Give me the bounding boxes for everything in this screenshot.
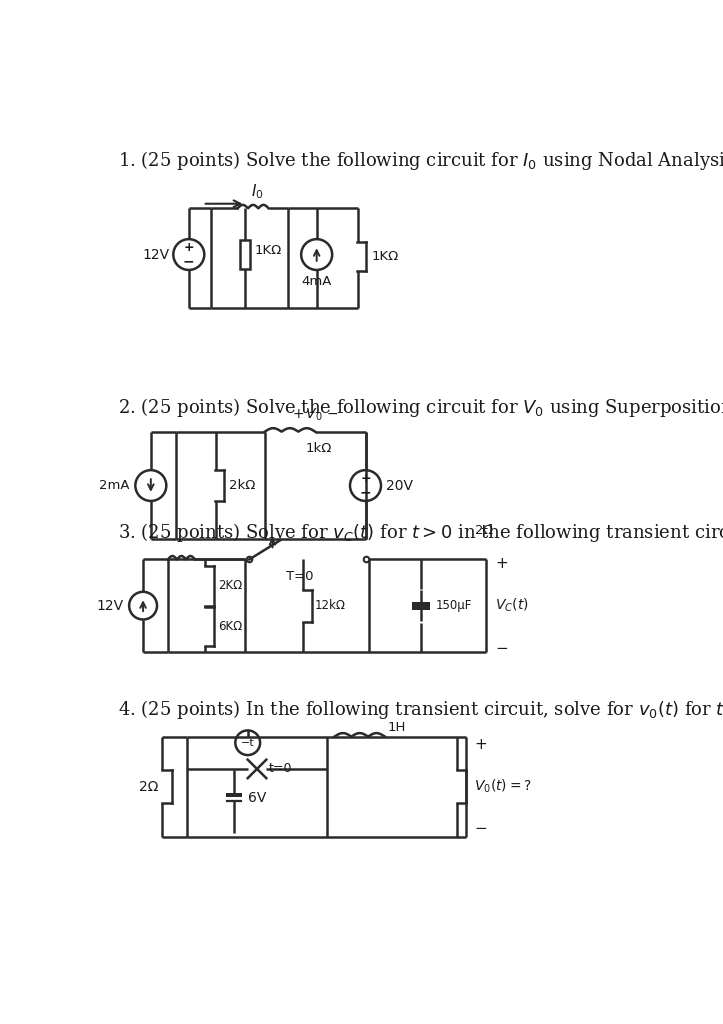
Text: +: +: [495, 556, 508, 570]
Text: +: +: [184, 241, 194, 254]
Text: $+\, V_0\, -$: $+\, V_0\, -$: [291, 407, 338, 423]
Text: −: −: [359, 485, 372, 500]
Text: 2. (25 points) Solve the following circuit for $V_0$ using Superposition.: 2. (25 points) Solve the following circu…: [118, 395, 723, 419]
Text: −: −: [474, 821, 487, 837]
Text: 150μF: 150μF: [435, 599, 471, 612]
Text: −: −: [495, 641, 508, 655]
Text: −: −: [183, 255, 194, 268]
Text: 6V: 6V: [248, 792, 266, 805]
Text: +: +: [474, 737, 487, 752]
Text: +: +: [360, 472, 371, 485]
Text: 2kΩ: 2kΩ: [228, 479, 255, 493]
Text: 2Ω: 2Ω: [140, 779, 158, 794]
Text: T=0: T=0: [286, 570, 313, 584]
Text: −t: −t: [241, 737, 254, 748]
Text: 1. (25 points) Solve the following circuit for $I_0$ using Nodal Analysis.: 1. (25 points) Solve the following circu…: [118, 150, 723, 172]
Text: $2\Omega$: $2\Omega$: [474, 523, 494, 537]
Text: 1H: 1H: [388, 721, 406, 734]
Text: $V_C(t)$: $V_C(t)$: [495, 597, 529, 614]
Text: 4. (25 points) In the following transient circuit, solve for $v_0(t)$ for $t > 0: 4. (25 points) In the following transien…: [118, 698, 723, 721]
Text: 4mA: 4mA: [301, 275, 332, 289]
Text: 1kΩ: 1kΩ: [306, 441, 332, 455]
Text: 12V: 12V: [142, 248, 169, 261]
Text: 20V: 20V: [386, 478, 414, 493]
Text: 12kΩ: 12kΩ: [315, 599, 346, 612]
Bar: [240, 240, 250, 269]
Text: t=0: t=0: [269, 763, 292, 775]
Text: 2mA: 2mA: [99, 479, 130, 493]
Text: 1KΩ: 1KΩ: [254, 244, 282, 257]
Text: $I_0$: $I_0$: [251, 182, 263, 201]
Text: 3. (25 points) Solve for $v_C(t)$ for $t >0$ in the following transient circuit.: 3. (25 points) Solve for $v_C(t)$ for $t…: [118, 521, 723, 544]
Text: $V_0(t) = ?$: $V_0(t) = ?$: [474, 778, 531, 796]
Text: 12V: 12V: [97, 599, 124, 612]
Text: 6KΩ: 6KΩ: [218, 620, 242, 633]
Text: 2KΩ: 2KΩ: [218, 580, 242, 592]
Text: 1KΩ: 1KΩ: [372, 250, 399, 263]
